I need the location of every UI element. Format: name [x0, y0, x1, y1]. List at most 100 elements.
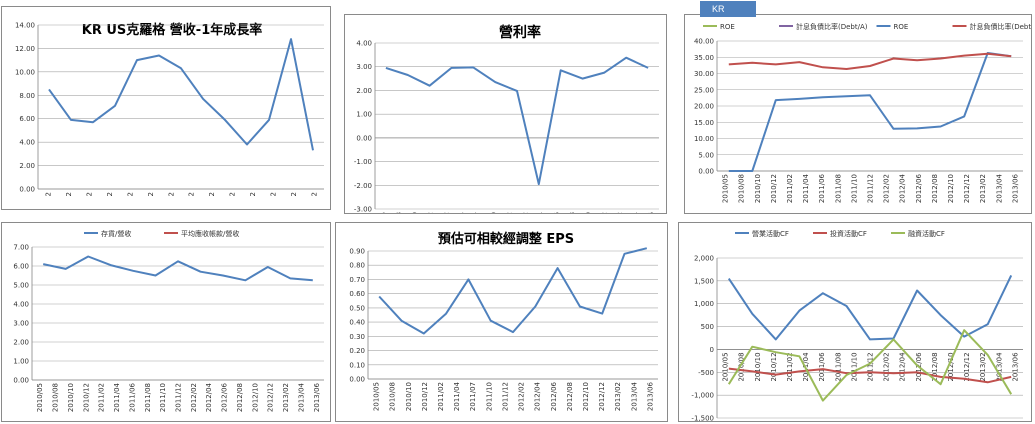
x-tick-group: 2011/02 [437, 382, 445, 411]
x-tick-group: 2011/08 [834, 352, 842, 381]
legend-label: ROE [720, 23, 735, 31]
x-tick-group: 2012/12 [598, 382, 606, 411]
x-tick-label: 2011/08 [144, 383, 152, 412]
legend-label: ROE [894, 23, 909, 31]
x-tick-label: 2013/04 [995, 173, 1003, 203]
chart-revenue-growth: KR US克羅格 營收-1年成長率 0.00 2.00 4.00 6.00 8.00 10… [1, 6, 331, 210]
x-tick-label: 2010/10 [67, 383, 75, 412]
plot: 0.00 0.10 0.20 0.30 0.40 0.50 0.60 0.70 0.80 0.90… [349, 247, 658, 411]
x-tick-label: 2012/02 [521, 212, 529, 214]
series-line-2 [727, 329, 1013, 402]
x-tick-label: 2012/12 [267, 383, 275, 412]
x-tick-group: 2011/10 [850, 174, 858, 203]
x-tick-group: 2013/02 [614, 382, 622, 411]
x-tick-label: 2010/05 [722, 352, 730, 381]
y-tick-label: 20.00 [694, 103, 714, 111]
legend-label: 計息負債比率(Debt/A) [796, 22, 868, 31]
y-tick-label: -3.00 [354, 206, 372, 214]
y-tick-label: 6.00 [19, 115, 35, 123]
x-tick-label: 2012/10 [947, 352, 955, 381]
x-tick-group: 2010/10 [754, 174, 762, 203]
x-tick-label: 2013/06 [646, 381, 654, 411]
x-tick-group: 2 [269, 192, 277, 196]
x-tick-label: 2013/02 [979, 352, 987, 381]
x-tick-group: 2012/08 [569, 212, 577, 213]
x-tick-label: 2012/04 [537, 211, 545, 214]
x-tick-group: 2012/10 [947, 174, 955, 203]
y-tick-label: 8.00 [19, 92, 35, 100]
x-tick-group: 2012/04 [534, 381, 542, 411]
y-tick-label: 15.00 [694, 119, 714, 127]
x-tick-group: 2010/08 [389, 382, 397, 411]
y-tick-label: 2.00 [356, 87, 372, 95]
x-tick-group: 2013/06 [1011, 173, 1019, 203]
x-tick-label: 2010/10 [411, 212, 419, 214]
x-tick-group: 2012/06 [221, 382, 229, 412]
x-tick-label: 2 [290, 192, 298, 196]
x-tick-group: 2011/12 [867, 352, 875, 381]
legend-label: 存貨/營收 [101, 229, 131, 238]
y-tick-label: 1,000 [694, 300, 714, 308]
x-tick-label: 2013/02 [979, 174, 987, 203]
series-line-1 [728, 367, 1012, 384]
x-tick-group: 2012/02 [883, 174, 891, 203]
y-tick-label: 6.00 [13, 263, 29, 271]
x-tick-group: 2011/04 [802, 173, 810, 203]
x-tick-group: 2 [208, 192, 216, 196]
y-tick-label: 14.00 [15, 22, 35, 30]
x-tick-group: 2013/02 [616, 212, 624, 213]
plot: 0.00 1.00 2.00 3.00 4.00 5.00 6.00 7.00 2010/05 2… [13, 244, 324, 412]
x-tick-label: 2 [167, 192, 175, 196]
y-tick-label: 0 [710, 346, 714, 354]
chart-inventory-ratio-svg: 存貨/營收 平均應收帳款/營收 0.00 1.00 2.00 3.00 4.00 5.00 6… [13, 229, 324, 412]
x-tick-label: 2012/04 [899, 352, 907, 382]
x-tick-label: 2012/08 [566, 382, 574, 411]
x-tick-label: 2 [188, 192, 196, 196]
x-tick-label: 2012/10 [947, 174, 955, 203]
y-tick-label: 5.00 [13, 282, 29, 290]
series-line-0 [385, 56, 649, 186]
x-tick-label: 2011/02 [786, 174, 794, 203]
sheet-tab[interactable]: KR [700, 1, 756, 17]
x-tick-group: 2010/12 [770, 352, 778, 381]
y-tick-label: -1,000 [691, 392, 714, 400]
x-tick-group: 2011/10 [850, 352, 858, 381]
x-tick-label: 2010/10 [754, 174, 762, 203]
chart-roe-debt-svg: ROE 計息負債比率(Debt/A) ROE 計息負債比率(Debt/A) 0.00 5… [694, 22, 1031, 203]
x-tick-group: 2013/04 [995, 352, 1003, 382]
x-tick-group: 2 [310, 192, 318, 196]
y-tick-label: 10.00 [694, 135, 714, 143]
y-tick-label: 0.00 [19, 186, 35, 194]
chart-title: 預估可相較經調整 EPS [438, 231, 574, 247]
x-tick-group: 2013/04 [995, 173, 1003, 203]
y-tick-label: -1,500 [691, 415, 714, 423]
x-tick-group: 2011/02 [443, 212, 451, 213]
x-tick-label: 2012/10 [582, 382, 590, 411]
x-tick-label: 2011/02 [98, 383, 106, 412]
x-tick-group: 2 [167, 192, 175, 196]
x-tick-group: 2010/12 [421, 382, 429, 411]
x-tick-label: 2010/12 [82, 383, 90, 412]
x-tick-label: 2011/02 [786, 352, 794, 381]
x-tick-group: 2 [65, 192, 73, 196]
x-tick-label: 2010/05 [373, 382, 381, 411]
x-tick-group: 2012/12 [963, 352, 971, 381]
x-tick-group: 2010/10 [754, 352, 762, 381]
x-tick-label: 2010/10 [405, 382, 413, 411]
x-tick-label: 2 [147, 192, 155, 196]
x-tick-group: 2012/06 [915, 173, 923, 203]
x-tick-label: 2011/12 [867, 174, 875, 203]
x-tick-group: 2010/05 [379, 212, 387, 213]
x-tick-label: 2013/06 [313, 382, 321, 412]
x-tick-label: 2 [45, 192, 53, 196]
x-tick-group: 2012/02 [190, 383, 198, 412]
x-tick-group: 2010/05 [373, 382, 381, 411]
x-tick-label: 2011/04 [113, 382, 121, 412]
x-tick-label: 2012/02 [518, 382, 526, 411]
x-tick-group: 2011/04 [453, 381, 461, 411]
x-tick-label: 2010/05 [36, 383, 44, 412]
y-tick-label: 500 [701, 323, 714, 331]
x-tick-label: 2012/12 [963, 174, 971, 203]
x-tick-label: 2012/12 [600, 212, 608, 214]
x-tick-group: 2011/06 [818, 352, 826, 382]
